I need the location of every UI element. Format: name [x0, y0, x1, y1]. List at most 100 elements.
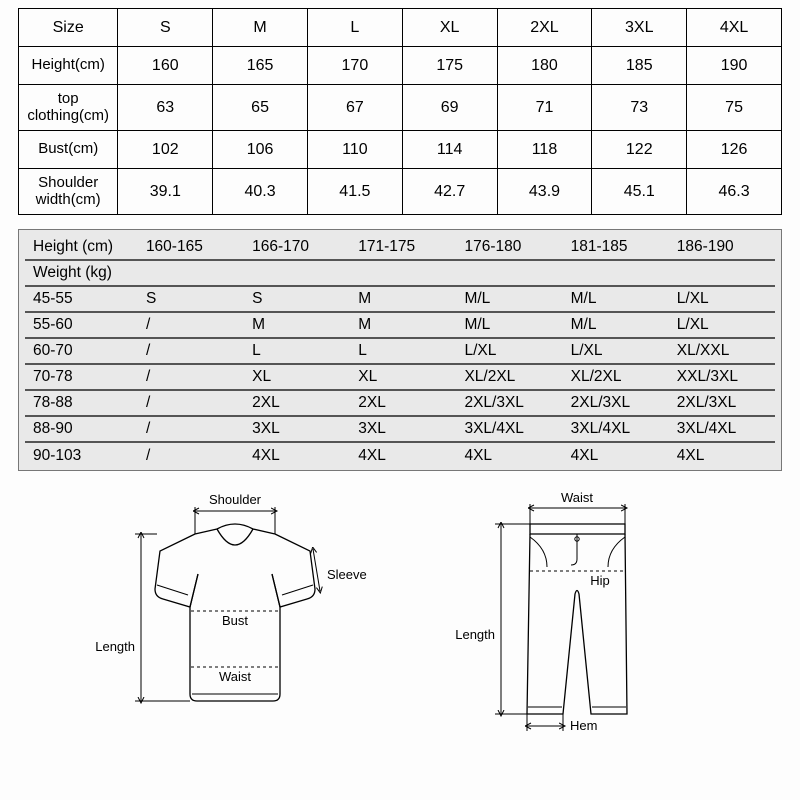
size-cell: 67: [307, 85, 402, 131]
size-cell: 45.1: [592, 169, 687, 215]
size-cell: 65: [213, 85, 308, 131]
rec-cell: XL/2XL: [563, 364, 669, 390]
shirt-length-label: Length: [95, 639, 135, 654]
size-cell: 41.5: [307, 169, 402, 215]
rec-cell: /: [138, 416, 244, 442]
bust-label: Bust: [222, 613, 248, 628]
size-row-label: Bust(cm): [19, 131, 118, 169]
rec-height-range: 186-190: [669, 234, 775, 260]
rec-row: 55-60/MMM/LM/LL/XL: [25, 312, 775, 338]
size-cell: 43.9: [497, 169, 592, 215]
rec-row: 60-70/LLL/XLL/XLXL/XXL: [25, 338, 775, 364]
rec-cell: 2XL: [244, 390, 350, 416]
rec-empty-cell: [350, 260, 456, 286]
rec-cell: M: [350, 312, 456, 338]
recommendation-table-wrapper: Height (cm)160-165166-170171-175176-1801…: [18, 229, 782, 471]
rec-row: 88-90/3XL3XL3XL/4XL3XL/4XL3XL/4XL: [25, 416, 775, 442]
rec-cell: L/XL: [456, 338, 562, 364]
size-header-row: SizeSMLXL2XL3XL4XL: [19, 9, 782, 47]
rec-height-range: 176-180: [456, 234, 562, 260]
size-cell: 165: [213, 47, 308, 85]
rec-cell: 2XL/3XL: [563, 390, 669, 416]
size-cell: 71: [497, 85, 592, 131]
rec-height-range: 160-165: [138, 234, 244, 260]
size-header-cell: XL: [402, 9, 497, 47]
size-header-cell: 3XL: [592, 9, 687, 47]
rec-weight-range: 88-90: [25, 416, 138, 442]
size-cell: 180: [497, 47, 592, 85]
size-cell: 39.1: [118, 169, 213, 215]
shirt-diagram: Shoulder Sleeve Bust Waist Length: [105, 489, 365, 744]
rec-cell: M/L: [563, 312, 669, 338]
size-cell: 110: [307, 131, 402, 169]
recommendation-table: Height (cm)160-165166-170171-175176-1801…: [25, 234, 775, 468]
rec-cell: L/XL: [669, 312, 775, 338]
rec-cell: 2XL/3XL: [456, 390, 562, 416]
size-header-cell: L: [307, 9, 402, 47]
size-cell: 114: [402, 131, 497, 169]
size-row-label: Shoulderwidth(cm): [19, 169, 118, 215]
size-cell: 40.3: [213, 169, 308, 215]
size-cell: 102: [118, 131, 213, 169]
rec-weight-label-row: Weight (kg): [25, 260, 775, 286]
hip-label: Hip: [590, 573, 610, 588]
rec-empty-cell: [563, 260, 669, 286]
rec-cell: /: [138, 390, 244, 416]
size-row: Shoulderwidth(cm)39.140.341.542.743.945.…: [19, 169, 782, 215]
rec-cell: /: [138, 312, 244, 338]
rec-empty-cell: [669, 260, 775, 286]
rec-cell: 4XL: [350, 442, 456, 468]
pants-waist-label: Waist: [561, 490, 593, 505]
size-cell: 69: [402, 85, 497, 131]
size-cell: 73: [592, 85, 687, 131]
rec-header-row: Height (cm)160-165166-170171-175176-1801…: [25, 234, 775, 260]
size-header-cell: S: [118, 9, 213, 47]
size-cell: 170: [307, 47, 402, 85]
rec-cell: S: [244, 286, 350, 312]
size-header-cell: 4XL: [687, 9, 782, 47]
rec-empty-cell: [456, 260, 562, 286]
pants-diagram: Waist Hip Length Hem: [455, 489, 695, 744]
rec-cell: 4XL: [456, 442, 562, 468]
shirt-waist-label: Waist: [219, 669, 251, 684]
rec-weight-range: 60-70: [25, 338, 138, 364]
rec-cell: L/XL: [669, 286, 775, 312]
rec-cell: 3XL/4XL: [669, 416, 775, 442]
rec-weight-range: 78-88: [25, 390, 138, 416]
size-cell: 122: [592, 131, 687, 169]
rec-height-range: 166-170: [244, 234, 350, 260]
size-row: Height(cm)160165170175180185190: [19, 47, 782, 85]
size-row-label: topclothing(cm): [19, 85, 118, 131]
size-header-cell: M: [213, 9, 308, 47]
size-cell: 75: [687, 85, 782, 131]
rec-weight-range: 55-60: [25, 312, 138, 338]
rec-cell: L/XL: [563, 338, 669, 364]
pants-length-label: Length: [455, 627, 495, 642]
rec-cell: 4XL: [563, 442, 669, 468]
rec-weight-range: 90-103: [25, 442, 138, 468]
size-cell: 160: [118, 47, 213, 85]
size-cell: 46.3: [687, 169, 782, 215]
rec-row: 90-103/4XL4XL4XL4XL4XL: [25, 442, 775, 468]
size-header-cell: 2XL: [497, 9, 592, 47]
rec-cell: L: [350, 338, 456, 364]
size-cell: 63: [118, 85, 213, 131]
shoulder-label: Shoulder: [209, 492, 262, 507]
rec-empty-cell: [244, 260, 350, 286]
size-cell: 185: [592, 47, 687, 85]
rec-weight-range: 45-55: [25, 286, 138, 312]
rec-cell: M/L: [456, 312, 562, 338]
size-row-label: Height(cm): [19, 47, 118, 85]
size-cell: 42.7: [402, 169, 497, 215]
rec-cell: 2XL/3XL: [669, 390, 775, 416]
rec-cell: L: [244, 338, 350, 364]
rec-cell: 4XL: [244, 442, 350, 468]
size-row: topclothing(cm)63656769717375: [19, 85, 782, 131]
rec-height-range: 171-175: [350, 234, 456, 260]
rec-row: 70-78/XLXLXL/2XLXL/2XLXXL/3XL: [25, 364, 775, 390]
rec-cell: XL: [350, 364, 456, 390]
rec-height-range: 181-185: [563, 234, 669, 260]
rec-cell: 3XL: [350, 416, 456, 442]
size-cell: 118: [497, 131, 592, 169]
rec-row: 78-88/2XL2XL2XL/3XL2XL/3XL2XL/3XL: [25, 390, 775, 416]
